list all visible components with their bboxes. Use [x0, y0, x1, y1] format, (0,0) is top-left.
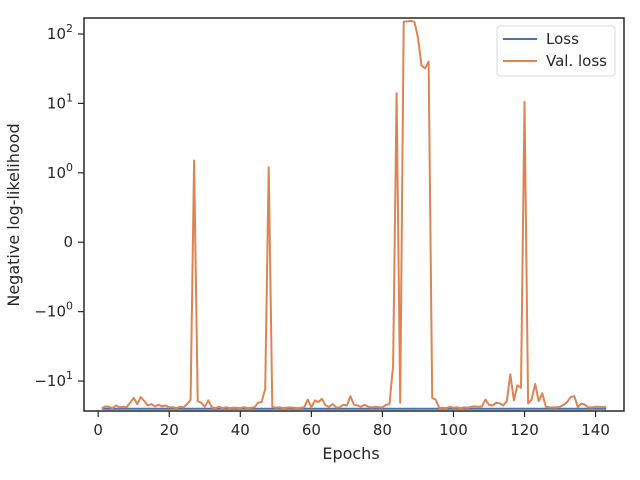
y-tick-label: −101: [34, 369, 73, 390]
y-axis: 102 101 100 0 −100 −101: [34, 22, 84, 390]
legend-label-val-loss: Val. loss: [546, 52, 607, 70]
plot-frame: [83, 17, 625, 412]
y-tick-label: 102: [47, 22, 73, 43]
y-tick-label: −100: [34, 300, 73, 321]
y-tick-label: 0: [63, 233, 73, 251]
series-layer: [101, 19, 607, 410]
x-axis-label: Epochs: [322, 444, 379, 463]
x-tick-label: 60: [302, 421, 321, 439]
x-tick-label: 80: [373, 421, 392, 439]
series-line-val-loss: [101, 19, 607, 410]
y-tick-label: 100: [47, 161, 73, 182]
x-tick-label: 120: [510, 421, 539, 439]
y-tick-label: 101: [47, 91, 73, 112]
x-tick-label: 0: [93, 421, 103, 439]
x-tick-label: 140: [581, 421, 610, 439]
x-tick-label: 100: [439, 421, 468, 439]
legend-label-loss: Loss: [546, 30, 579, 48]
x-tick-label: 20: [160, 421, 179, 439]
x-axis: 0 20 40 60 80 100 120 140: [93, 411, 610, 439]
y-axis-label: Negative log-likelihood: [4, 123, 23, 306]
legend: Loss Val. loss: [496, 25, 616, 77]
x-tick-label: 40: [231, 421, 250, 439]
